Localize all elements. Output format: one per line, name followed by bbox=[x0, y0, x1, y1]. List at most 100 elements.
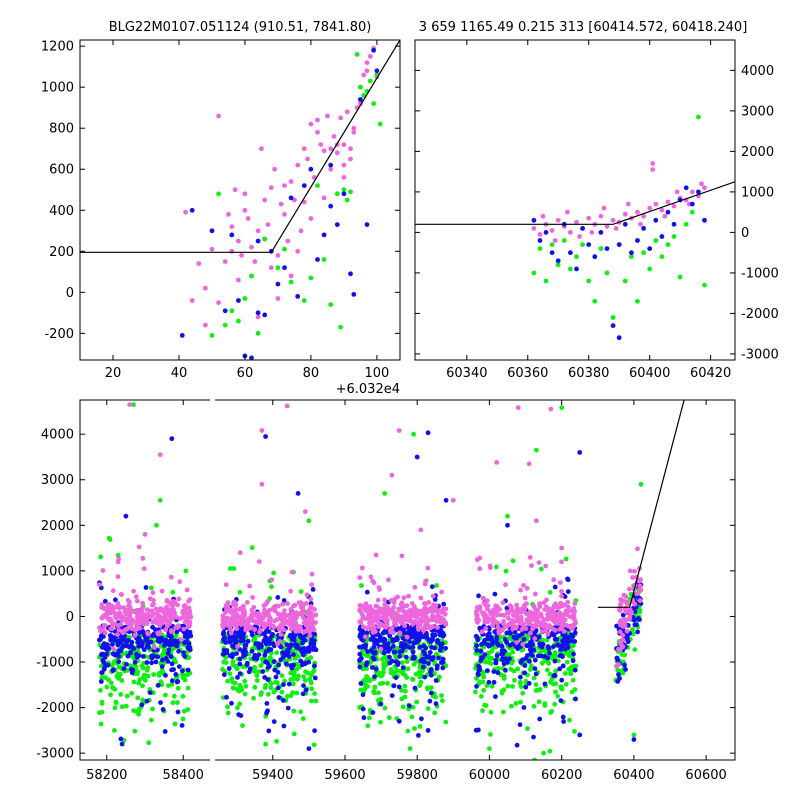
data-point-magenta bbox=[315, 117, 320, 123]
data-point-green bbox=[151, 672, 157, 677]
data-point-green bbox=[106, 535, 112, 541]
data-point-blue bbox=[185, 667, 191, 673]
data-point-magenta bbox=[539, 629, 545, 634]
data-point-magenta bbox=[246, 623, 252, 629]
data-point-green bbox=[279, 673, 285, 678]
data-point-blue bbox=[295, 294, 301, 299]
data-point-magenta bbox=[139, 607, 145, 613]
data-point-blue bbox=[429, 645, 435, 650]
data-point-blue bbox=[357, 664, 363, 670]
data-point-blue bbox=[494, 653, 500, 659]
data-point-blue bbox=[237, 656, 243, 662]
data-point-magenta bbox=[702, 185, 707, 191]
data-point-blue bbox=[139, 643, 145, 649]
data-point-green bbox=[180, 716, 186, 722]
data-point-blue bbox=[404, 630, 410, 636]
data-point-green bbox=[388, 667, 394, 673]
data-point-green bbox=[653, 238, 659, 243]
data-point-magenta bbox=[665, 199, 671, 205]
data-point-blue bbox=[476, 593, 481, 599]
top-left-plot bbox=[80, 40, 400, 360]
data-point-green bbox=[236, 318, 241, 324]
data-point-blue bbox=[475, 637, 481, 643]
data-point-green bbox=[520, 690, 526, 696]
data-point-blue bbox=[552, 658, 558, 664]
data-point-magenta bbox=[281, 627, 287, 633]
data-point-blue bbox=[146, 641, 151, 646]
outlier-point-green bbox=[382, 491, 388, 496]
data-point-magenta bbox=[138, 611, 144, 617]
data-point-green bbox=[574, 254, 579, 260]
outlier-point-magenta bbox=[627, 568, 633, 574]
y-tick-label: -1000 bbox=[36, 656, 74, 671]
data-point-blue bbox=[396, 718, 402, 724]
data-point-green bbox=[563, 682, 569, 687]
data-point-magenta bbox=[155, 621, 161, 626]
data-point-blue bbox=[245, 638, 251, 644]
data-point-magenta bbox=[302, 629, 307, 635]
data-point-magenta bbox=[410, 621, 416, 627]
data-point-magenta bbox=[235, 615, 241, 621]
data-point-green bbox=[696, 114, 701, 120]
data-point-green bbox=[486, 650, 491, 656]
data-point-blue bbox=[281, 682, 286, 687]
data-point-green bbox=[549, 708, 554, 714]
data-point-blue bbox=[523, 684, 529, 690]
data-point-magenta bbox=[522, 602, 527, 608]
data-point-green bbox=[156, 673, 162, 678]
x-offset-label: +6.032e4 bbox=[336, 382, 400, 397]
data-point-green bbox=[181, 708, 187, 714]
data-point-green bbox=[647, 266, 653, 272]
data-point-magenta bbox=[164, 623, 170, 629]
data-point-magenta bbox=[270, 606, 276, 612]
data-point-blue bbox=[410, 644, 416, 650]
data-point-green bbox=[598, 246, 604, 252]
data-point-blue bbox=[160, 707, 166, 712]
data-point-blue bbox=[474, 633, 479, 639]
data-point-magenta bbox=[368, 574, 374, 580]
data-point-magenta bbox=[547, 606, 552, 612]
y-tick-label: -3000 bbox=[36, 747, 74, 762]
data-point-green bbox=[418, 679, 424, 685]
data-point-blue bbox=[361, 715, 367, 721]
data-point-green bbox=[175, 685, 181, 691]
data-point-blue bbox=[166, 647, 172, 653]
data-point-blue bbox=[392, 649, 398, 655]
data-point-magenta bbox=[282, 620, 288, 626]
data-point-blue bbox=[365, 649, 370, 654]
data-point-green bbox=[501, 673, 507, 679]
data-point-green bbox=[553, 668, 559, 674]
data-point-blue bbox=[135, 639, 141, 645]
data-point-blue bbox=[580, 226, 585, 231]
data-point-green bbox=[552, 701, 558, 707]
data-point-blue bbox=[234, 651, 239, 656]
data-point-magenta bbox=[623, 599, 629, 605]
data-point-magenta bbox=[561, 629, 567, 634]
data-point-green bbox=[382, 705, 388, 711]
data-point-green bbox=[133, 664, 139, 670]
data-point-green bbox=[569, 689, 575, 695]
data-point-green bbox=[309, 686, 315, 692]
data-point-green bbox=[552, 650, 558, 656]
data-point-magenta bbox=[618, 647, 623, 652]
data-point-magenta bbox=[232, 187, 238, 193]
data-point-blue bbox=[416, 733, 421, 738]
data-point-magenta bbox=[542, 607, 548, 612]
data-point-blue bbox=[301, 646, 307, 651]
data-point-magenta bbox=[186, 598, 192, 604]
data-point-magenta bbox=[650, 161, 656, 166]
y-tick-label: 3000 bbox=[741, 104, 774, 119]
data-point-green bbox=[563, 556, 569, 562]
data-point-magenta bbox=[557, 614, 563, 620]
data-point-green bbox=[98, 554, 103, 560]
data-point-green bbox=[300, 716, 306, 721]
data-point-green bbox=[381, 665, 387, 671]
data-point-blue bbox=[474, 643, 479, 649]
data-point-blue bbox=[485, 636, 491, 641]
data-point-green bbox=[400, 704, 406, 710]
outlier-point-magenta bbox=[157, 452, 163, 458]
data-point-blue bbox=[240, 634, 246, 640]
data-point-magenta bbox=[285, 601, 290, 606]
data-point-green bbox=[185, 685, 191, 691]
data-point-green bbox=[243, 683, 249, 689]
